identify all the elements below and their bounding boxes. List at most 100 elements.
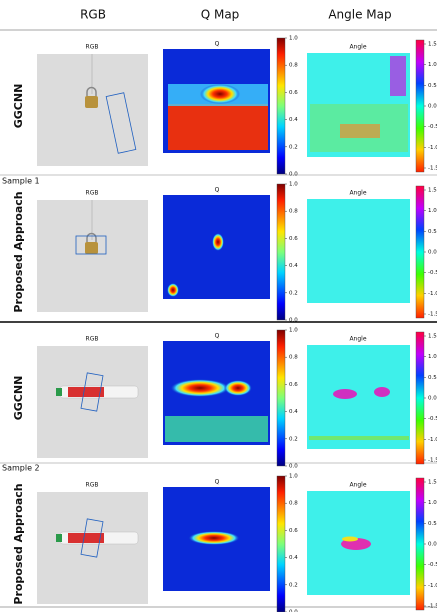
- colorbar-tick-label: -1.5: [428, 458, 437, 464]
- panel-title: Q: [215, 187, 220, 194]
- colorbar-tick-label: -1.0: [428, 291, 437, 297]
- column-header: Angle Map: [328, 8, 391, 22]
- colorbar-tick-label: -1.0: [428, 437, 437, 443]
- q-blob: [224, 380, 252, 396]
- colorbar-tick-label: 0.2: [289, 144, 298, 150]
- cap: [56, 388, 62, 396]
- panel-title: Q: [215, 479, 220, 486]
- panel-title: RGB: [86, 44, 99, 51]
- colorbar-tick-label: -0.5: [428, 124, 437, 130]
- panel-title: RGB: [86, 190, 99, 197]
- colorbar-tick-label: 1.5: [428, 188, 437, 194]
- rgb-image: [37, 200, 148, 312]
- panel-title: Angle: [349, 44, 366, 51]
- rgb-image: [37, 54, 148, 166]
- colorbar-tick-label: 1.5: [428, 334, 437, 340]
- colorbar-tick-label: 1.0: [289, 328, 298, 334]
- colorbar-tick-label: 0.5: [428, 375, 437, 381]
- colorbar-tick-label: -0.5: [428, 562, 437, 568]
- colorbar-tick-label: 0.6: [289, 90, 298, 96]
- panel-title: Q: [215, 333, 220, 340]
- panel-title: Angle: [349, 336, 366, 343]
- colorbar-tick-label: -0.5: [428, 416, 437, 422]
- row-label: GGCNN: [12, 376, 25, 421]
- q-colorbar: [276, 37, 286, 175]
- colorbar-tick-label: -0.5: [428, 270, 437, 276]
- angle-noise: [390, 56, 406, 96]
- angle-map: [307, 199, 410, 303]
- grasp-box: [80, 372, 104, 412]
- angle-noise: [309, 436, 409, 440]
- row-label: Proposed Approach: [12, 191, 25, 312]
- colorbar-tick-label: 1.5: [428, 480, 437, 486]
- q-colorbar: [276, 183, 286, 321]
- rgb-image: [37, 346, 148, 458]
- colorbar-tick-label: 0.8: [289, 355, 298, 361]
- cap: [56, 534, 62, 542]
- colorbar-tick-label: 0.5: [428, 521, 437, 527]
- colorbar-tick-label: 1.0: [289, 36, 298, 42]
- shackle: [86, 232, 97, 242]
- column-header: Q Map: [201, 8, 240, 22]
- panel-title: RGB: [86, 336, 99, 343]
- grasp-box: [80, 518, 104, 558]
- angle-colorbar: [415, 331, 425, 465]
- colorbar-tick-label: 1.0: [428, 62, 437, 68]
- shackle: [86, 86, 97, 96]
- colorbar-tick-label: 0.2: [289, 436, 298, 442]
- colorbar-tick-label: 0.6: [289, 382, 298, 388]
- q-hot: [168, 104, 268, 150]
- sample-label: Sample 2: [2, 464, 40, 473]
- colorbar-tick-label: 0.0: [428, 396, 437, 402]
- colorbar-tick-label: 0.8: [289, 209, 298, 215]
- colorbar-tick-label: 1.0: [428, 208, 437, 214]
- colorbar-tick-label: 0.6: [289, 236, 298, 242]
- colorbar-tick-label: 0.0: [289, 172, 298, 178]
- angle-colorbar: [415, 477, 425, 611]
- colorbar-tick-label: 0.8: [289, 501, 298, 507]
- tube-label: [68, 387, 104, 397]
- q-colorbar: [276, 475, 286, 612]
- colorbar-tick-label: 0.8: [289, 63, 298, 69]
- colorbar-tick-label: 1.0: [428, 500, 437, 506]
- colorbar-tick-label: 0.5: [428, 83, 437, 89]
- colorbar-tick-label: 0.2: [289, 582, 298, 588]
- angle-colorbar: [415, 185, 425, 319]
- colorbar-tick-label: 0.4: [289, 117, 298, 123]
- padlock: [85, 96, 98, 108]
- column-header: RGB: [80, 8, 106, 22]
- colorbar-tick-label: 0.2: [289, 290, 298, 296]
- q-blob: [167, 283, 179, 297]
- q-blob: [170, 379, 230, 397]
- colorbar-tick-label: 1.0: [428, 354, 437, 360]
- colorbar-tick-label: 0.5: [428, 229, 437, 235]
- q-colorbar: [276, 329, 286, 467]
- angle-noise: [340, 124, 380, 138]
- q-blob: [200, 84, 240, 104]
- grasp-box: [75, 235, 107, 255]
- colorbar-tick-label: 0.0: [428, 104, 437, 110]
- sample-label: Sample 1: [2, 177, 40, 186]
- panel-title: Q: [215, 41, 220, 48]
- colorbar-tick-label: 0.0: [289, 318, 298, 324]
- colorbar-tick-label: 0.0: [289, 464, 298, 470]
- q-band: [165, 416, 268, 442]
- colorbar-tick-label: 1.0: [289, 182, 298, 188]
- colorbar-tick-label: -1.5: [428, 166, 437, 172]
- grasp-box: [105, 92, 137, 154]
- colorbar-tick-label: -1.0: [428, 583, 437, 589]
- angle-blob: [374, 387, 390, 397]
- colorbar-tick-label: 0.4: [289, 555, 298, 561]
- row-label: GGCNN: [12, 84, 25, 129]
- panel-title: RGB: [86, 482, 99, 489]
- colorbar-tick-label: -1.5: [428, 312, 437, 318]
- q-blob: [188, 531, 240, 545]
- colorbar-tick-label: 1.0: [289, 474, 298, 480]
- panel-title: Angle: [349, 482, 366, 489]
- row-label: Proposed Approach: [12, 483, 25, 604]
- panel-title: Angle: [349, 190, 366, 197]
- angle-map: [307, 345, 410, 449]
- colorbar-tick-label: 0.4: [289, 263, 298, 269]
- angle-blob: [333, 389, 357, 399]
